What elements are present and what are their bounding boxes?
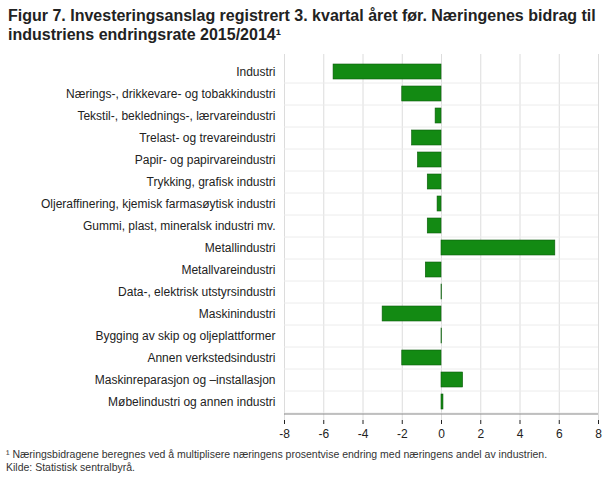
svg-text:Oljeraffinering, kjemisk farma: Oljeraffinering, kjemisk farmasøytisk in…: [41, 197, 276, 211]
svg-text:-8: -8: [279, 427, 290, 441]
svg-text:Metallindustri: Metallindustri: [205, 241, 276, 255]
svg-text:Data-, elektrisk utstyrsindust: Data-, elektrisk utstyrsindustri: [118, 285, 275, 299]
svg-text:Tekstil-, beklednings-, lærvar: Tekstil-, beklednings-, lærvareindustri: [77, 109, 275, 123]
svg-text:6: 6: [556, 427, 563, 441]
svg-text:Trelast- og trevareindustri: Trelast- og trevareindustri: [139, 131, 275, 145]
svg-text:Maskinreparasjon og –installas: Maskinreparasjon og –installasjon: [95, 373, 276, 387]
svg-text:Industri: Industri: [236, 65, 275, 79]
svg-text:Papir- og papirvareindustri: Papir- og papirvareindustri: [135, 153, 276, 167]
svg-text:Bygging av skip og oljeplattfo: Bygging av skip og oljeplattformer: [95, 329, 275, 343]
svg-text:Maskinindustri: Maskinindustri: [199, 307, 276, 321]
svg-text:-6: -6: [318, 427, 329, 441]
svg-text:Møbelindustri og annen industr: Møbelindustri og annen industri: [108, 395, 275, 409]
html-text:Kilde: Statistisk sentralbyrå.: Kilde: Statistisk sentralbyrå.: [6, 461, 135, 473]
html-text:¹ Næringsbidragene beregnes ve: ¹ Næringsbidragene beregnes ved å multip…: [6, 448, 548, 460]
svg-text:Nærings-, drikkevare- og tobak: Nærings-, drikkevare- og tobakkindustri: [66, 87, 275, 101]
svg-text:2: 2: [477, 427, 484, 441]
svg-text:-4: -4: [358, 427, 369, 441]
svg-text:0: 0: [438, 427, 445, 441]
html-text:Figur 7. Investeringsanslag re: Figur 7. Investeringsanslag registrert 3…: [8, 7, 596, 43]
svg-text:8: 8: [595, 427, 602, 441]
svg-text:Metallvareindustri: Metallvareindustri: [181, 263, 275, 277]
svg-text:-2: -2: [397, 427, 408, 441]
svg-text:Trykking, grafisk industri: Trykking, grafisk industri: [147, 175, 276, 189]
svg-text:Gummi, plast, mineralsk indust: Gummi, plast, mineralsk industri mv.: [83, 219, 276, 233]
svg-text:Annen verkstedsindustri: Annen verkstedsindustri: [147, 351, 275, 365]
svg-text:4: 4: [517, 427, 524, 441]
